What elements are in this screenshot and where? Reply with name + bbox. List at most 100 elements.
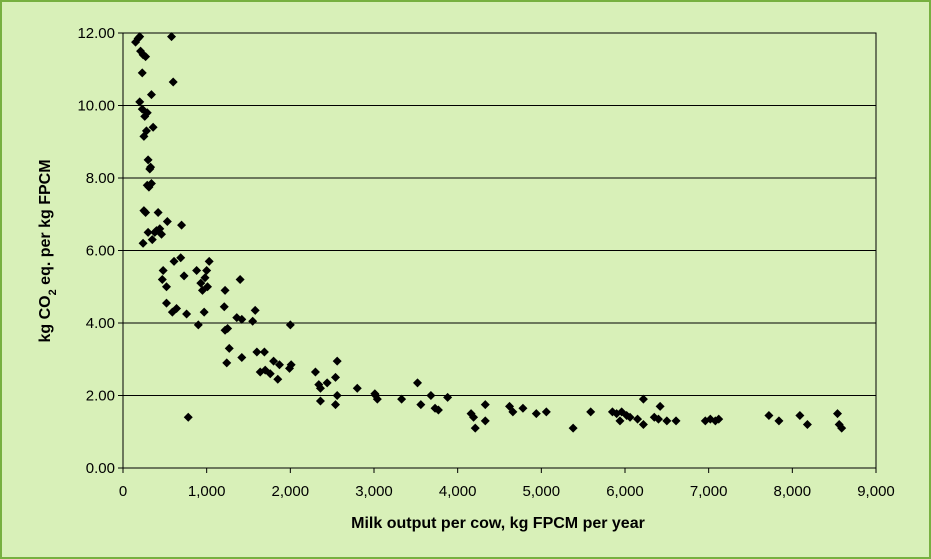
data-point: [143, 155, 153, 165]
x-tick-label: 4,000: [439, 483, 477, 500]
data-point: [204, 256, 214, 266]
y-tick-label: 10.00: [77, 98, 115, 115]
data-point: [199, 307, 209, 317]
data-point: [625, 412, 635, 422]
data-point: [837, 423, 847, 433]
data-point: [764, 410, 774, 420]
data-point: [169, 256, 179, 266]
data-point: [158, 265, 168, 275]
data-point: [179, 271, 189, 281]
data-point: [150, 227, 160, 237]
data-point: [162, 282, 172, 292]
data-point: [237, 314, 247, 324]
data-point: [182, 309, 192, 319]
data-point: [531, 409, 541, 419]
data-point: [443, 392, 453, 402]
data-point: [220, 325, 230, 335]
data-point: [274, 360, 284, 370]
data-point: [633, 414, 643, 424]
x-tick-label: 9,000: [857, 483, 895, 500]
data-point: [143, 227, 153, 237]
x-tick-label: 7,000: [690, 483, 728, 500]
y-tick-label: 2.00: [86, 388, 115, 405]
y-axis-title: kg CO2 eq. per kg FPCM: [37, 159, 59, 342]
data-point: [833, 409, 843, 419]
data-points: [131, 32, 847, 433]
y-tick-label: 6.00: [86, 243, 115, 260]
data-point: [146, 178, 156, 188]
data-point: [795, 410, 805, 420]
data-point: [259, 347, 269, 357]
x-tick-label: 8,000: [774, 483, 812, 500]
data-point: [237, 352, 247, 362]
data-point: [662, 416, 672, 426]
data-point: [413, 378, 423, 388]
data-point: [671, 416, 681, 426]
data-point: [568, 423, 578, 433]
data-point: [265, 369, 275, 379]
data-point: [192, 265, 202, 275]
data-point: [653, 414, 663, 424]
data-point: [250, 305, 260, 315]
data-point: [222, 358, 232, 368]
data-point: [331, 372, 341, 382]
x-tick-label: 0: [119, 483, 127, 500]
data-point: [202, 265, 212, 275]
data-point: [655, 401, 665, 411]
data-point: [135, 32, 145, 42]
data-point: [167, 32, 177, 42]
data-point: [168, 77, 178, 87]
y-tick-label: 4.00: [86, 315, 115, 332]
x-tick-label: 6,000: [606, 483, 644, 500]
data-point: [147, 235, 157, 245]
y-tick-label: 0.00: [86, 460, 115, 477]
x-tick-label: 2,000: [272, 483, 310, 500]
data-point: [615, 416, 625, 426]
data-point: [331, 400, 341, 410]
data-point: [193, 320, 203, 330]
data-point: [162, 217, 172, 226]
x-tick-label: 5,000: [523, 483, 561, 500]
data-point: [638, 394, 648, 404]
data-point: [162, 298, 172, 308]
data-point: [146, 162, 156, 172]
data-point: [172, 304, 182, 313]
data-point: [177, 220, 187, 230]
data-point: [146, 90, 156, 100]
y-tick-label: 8.00: [86, 170, 115, 187]
data-point: [322, 378, 332, 388]
data-point: [176, 253, 186, 263]
data-point: [157, 275, 167, 284]
data-point: [200, 273, 210, 283]
data-point: [433, 405, 443, 415]
data-point: [469, 412, 479, 422]
data-point: [139, 131, 149, 141]
data-point: [286, 360, 296, 370]
data-point: [153, 207, 163, 217]
grid-lines: [123, 105, 876, 396]
data-point: [310, 367, 320, 377]
data-point: [135, 97, 145, 107]
data-point: [332, 356, 342, 366]
data-point: [714, 414, 724, 424]
data-point: [248, 316, 258, 326]
data-point: [371, 391, 381, 400]
data-point: [541, 407, 551, 417]
data-point: [285, 320, 295, 330]
data-point: [315, 396, 325, 406]
data-point: [352, 383, 362, 393]
data-point: [137, 68, 147, 78]
y-axis-title-subscript: 2: [47, 289, 59, 295]
data-point: [802, 420, 812, 429]
data-point: [220, 285, 230, 295]
data-point: [141, 207, 151, 217]
data-point: [148, 122, 158, 132]
data-point: [183, 412, 193, 422]
data-point: [224, 343, 234, 353]
data-point: [586, 407, 596, 417]
data-point: [508, 407, 518, 417]
y-axis-ticks: 0.00 2.00 4.00 6.00 8.00 10.00 12.00: [77, 25, 123, 477]
data-point: [397, 394, 407, 404]
y-tick-label: 12.00: [77, 25, 115, 42]
